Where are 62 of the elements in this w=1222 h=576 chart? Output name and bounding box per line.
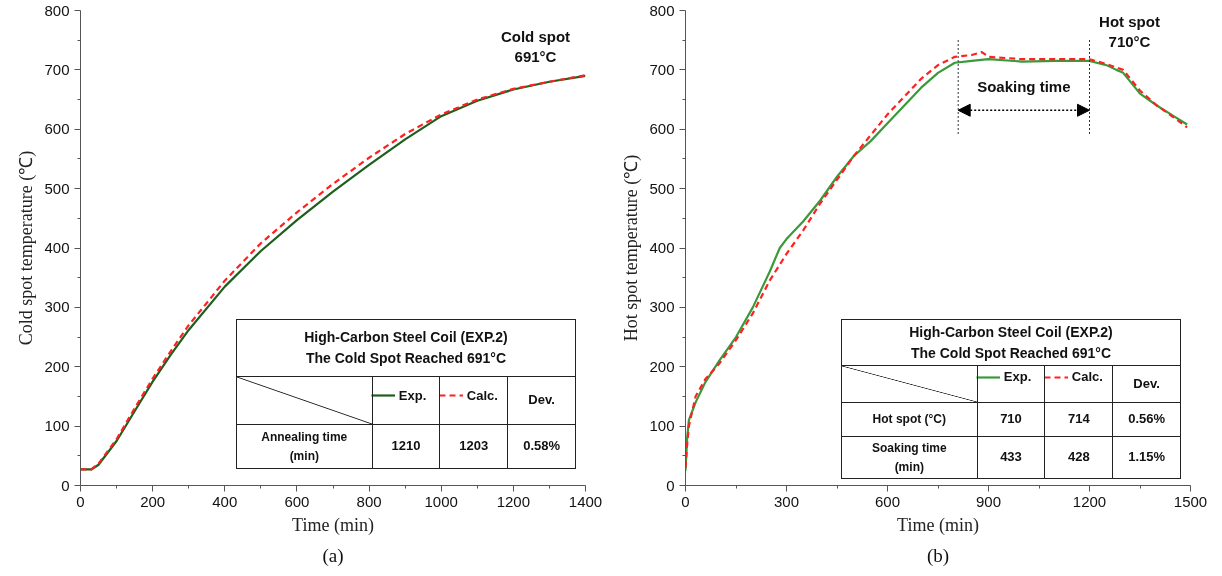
y-tick-label: 400 <box>44 239 70 256</box>
annotation: 1203 <box>459 438 489 454</box>
text: (a) <box>322 544 344 567</box>
annotation: Annealing time (min) <box>261 429 348 463</box>
y-axis-title: Cold spot temperature (℃) <box>16 150 38 346</box>
annotation: High-Carbon Steel Coil (EXP.2) The Cold Spot Reached 691°C <box>304 329 508 366</box>
annotation: High-Carbon Steel Coil (EXP.2) The Cold Spot Reached 691°C <box>909 324 1113 361</box>
x-tick-label: 200 <box>140 492 166 510</box>
y-tick-label: 600 <box>44 120 70 138</box>
y-tick-label: 700 <box>649 60 675 78</box>
x-axis-title: Time (min) <box>897 514 979 536</box>
legend-label: Exp. <box>1003 368 1033 385</box>
annotation: 1.15% <box>1128 449 1166 465</box>
y-tick-label: 700 <box>44 60 70 78</box>
legend-label: Calc. <box>466 387 499 404</box>
y-axis-title: Hot spot temperature (℃) <box>621 154 643 342</box>
x-tick-label: 300 <box>773 492 800 510</box>
y-tick-label: 100 <box>649 417 675 435</box>
annotation: 0.58% <box>523 438 561 454</box>
legend-label: Calc. <box>1071 368 1104 385</box>
x-axis-title: Time (min) <box>292 514 374 536</box>
legend-label: Exp. <box>398 387 428 404</box>
x-tick-label: 400 <box>212 492 238 510</box>
y-tick-label: 500 <box>649 179 675 197</box>
x-tick-label: 0 <box>76 492 85 510</box>
annotation: 714 <box>1067 411 1090 427</box>
y-tick-label: 500 <box>44 179 70 197</box>
annotation: 428 <box>1067 449 1090 465</box>
annotation: Hot spot 710°C <box>1099 12 1160 51</box>
x-tick-label: 1200 <box>1072 492 1107 510</box>
y-tick-label: 200 <box>44 357 70 375</box>
annotation: 0.56% <box>1128 411 1166 427</box>
y-tick-label: 800 <box>44 1 70 19</box>
y-tick-label: 200 <box>649 357 675 375</box>
y-tick-label: 100 <box>44 417 70 435</box>
x-tick-label: 800 <box>356 492 382 510</box>
text: (b) <box>926 544 950 567</box>
ref-line-label: Soaking time <box>977 78 1071 95</box>
y-tick-label: 0 <box>666 476 675 494</box>
x-tick-label: 900 <box>975 492 1002 510</box>
y-tick-label: 0 <box>61 476 70 494</box>
x-tick-label: 600 <box>284 492 310 510</box>
y-tick-label: 600 <box>649 120 675 138</box>
annotation: Cold spot 691°C <box>500 27 571 66</box>
annotation: 433 <box>1000 449 1022 465</box>
annotation: Dev. <box>1112 365 1181 403</box>
x-tick-label: 600 <box>874 492 901 510</box>
y-tick-label: 800 <box>649 1 675 19</box>
x-tick-label: 0 <box>681 492 690 510</box>
annotation: Hot spot (°C) <box>872 412 947 427</box>
y-tick-label: 300 <box>44 298 70 316</box>
x-tick-label: 1500 <box>1173 492 1208 510</box>
line-series <box>80 74 586 471</box>
annotation: Soaking time (min) <box>871 441 947 474</box>
annotation: 710 <box>1000 411 1022 427</box>
y-tick-label: 400 <box>649 239 675 256</box>
x-tick-label: 1000 <box>424 492 458 510</box>
annotation: 1210 <box>391 438 421 454</box>
annotation: Dev. <box>507 376 576 425</box>
x-tick-label: 1200 <box>496 492 531 510</box>
x-tick-label: 1400 <box>568 492 603 510</box>
y-tick-label: 300 <box>649 298 675 316</box>
